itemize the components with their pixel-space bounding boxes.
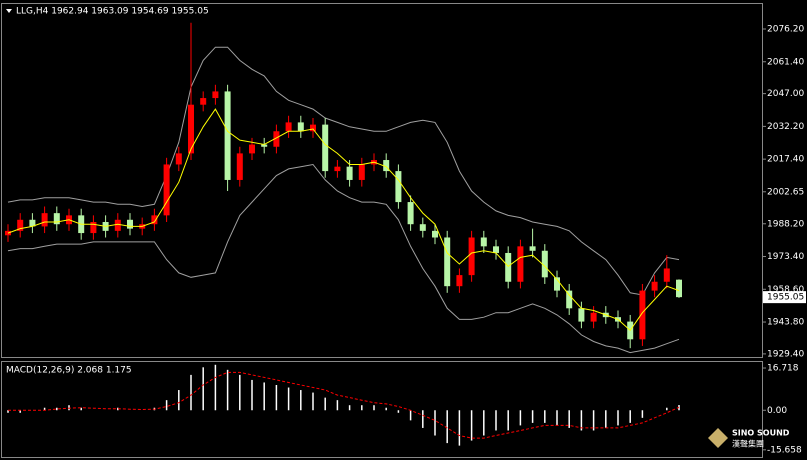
y-tick-label: 2047.00	[767, 89, 804, 99]
candle-body	[188, 104, 194, 154]
y-tick-label: 1988.20	[767, 219, 804, 229]
candle-body	[541, 250, 548, 278]
y-tick-label: 16.718	[767, 364, 799, 374]
candle-body	[468, 237, 475, 276]
candle-body	[517, 246, 524, 282]
candle-body	[273, 131, 280, 147]
candle-body	[566, 290, 573, 309]
candle-body	[639, 290, 646, 340]
logo-subtitle: 漢聲集團	[732, 439, 764, 449]
candle-body	[676, 279, 682, 298]
candle-body	[224, 91, 231, 180]
candle-body	[249, 144, 255, 154]
logo: SINO SOUND 漢聲集團	[708, 428, 790, 449]
y-tick-label: 2032.20	[767, 122, 804, 132]
candle-body	[200, 98, 207, 105]
y-tick-label: 1929.40	[767, 349, 804, 359]
candle-body	[297, 122, 304, 132]
candle-body	[163, 164, 170, 216]
y-tick-label: 2076.20	[767, 25, 804, 35]
y-tick-label: 1973.40	[767, 252, 804, 262]
candle-body	[358, 164, 365, 180]
candle-body	[41, 213, 48, 227]
candle-body	[480, 237, 487, 247]
candle-body	[212, 91, 219, 99]
macd-header: MACD(12,26,9) 2.068 1.175	[6, 366, 132, 376]
candle-body	[529, 246, 536, 251]
price-marker-label: 1955.05	[767, 293, 804, 303]
candle-body	[90, 221, 97, 234]
y-tick-label: 2017.40	[767, 155, 804, 165]
candle-body	[578, 308, 585, 322]
candle-body	[346, 166, 353, 180]
y-tick-label: 0.00	[767, 406, 787, 416]
chart-header: LLG,H4 1962.94 1963.09 1954.69 1955.05	[16, 7, 209, 17]
candle-body	[53, 213, 60, 225]
candle-body	[151, 215, 158, 225]
candle-body	[444, 237, 451, 287]
candle-body	[261, 144, 268, 147]
y-tick-label: -15.658	[767, 445, 802, 455]
candle-body	[17, 219, 24, 231]
lower-band	[7, 163, 680, 354]
price-marker-box	[763, 291, 806, 304]
y-tick-label: 2061.40	[767, 57, 804, 67]
y-tick-label: 2002.65	[767, 187, 804, 197]
candle-body	[322, 124, 329, 172]
upper-band	[7, 46, 680, 296]
candle-body	[651, 281, 658, 291]
candle-body	[383, 160, 390, 172]
y-tick-label: 1943.80	[767, 318, 804, 328]
candle-body	[432, 230, 438, 238]
candle-body	[114, 219, 121, 231]
candle-body	[127, 219, 133, 229]
candle-body	[407, 202, 414, 225]
candle-body	[590, 312, 597, 322]
main-panel	[1, 3, 763, 358]
candle-body	[456, 275, 463, 287]
candle-body	[334, 166, 341, 172]
candle-body	[175, 153, 182, 165]
candle-body	[395, 171, 402, 203]
candle-body	[29, 219, 36, 227]
candle-body	[663, 268, 670, 282]
signal-line	[8, 371, 680, 439]
candle-body	[505, 252, 512, 282]
logo-icon	[708, 428, 728, 448]
macd-panel	[1, 361, 763, 458]
candle-body	[493, 246, 499, 253]
y-tick-label: 1958.60	[767, 285, 804, 295]
candle-body	[554, 277, 560, 291]
candle-body	[310, 124, 316, 132]
logo-name: SINO SOUND	[732, 429, 790, 438]
candle-body	[236, 153, 243, 180]
candle-body	[285, 122, 292, 132]
candle-body	[419, 224, 426, 231]
menu-arrow[interactable]	[6, 9, 12, 13]
moving-average	[7, 108, 680, 332]
